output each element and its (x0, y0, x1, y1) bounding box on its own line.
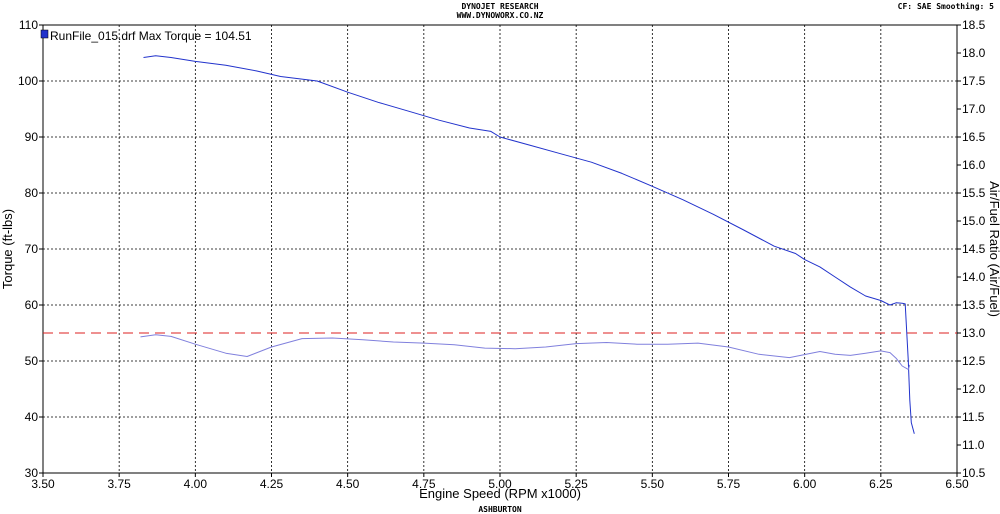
series-layer (140, 55, 915, 434)
x-tick-label: 6.00 (793, 477, 817, 491)
y-tick-label: 40 (25, 410, 39, 424)
y2-tick-label: 18.0 (962, 46, 986, 60)
y2-axis-title: Air/Fuel Ratio (Air/Fuel) (987, 181, 1000, 317)
x-tick-label: 5.75 (717, 477, 741, 491)
y2-tick-label: 14.5 (962, 242, 986, 256)
y2-tick-label: 16.5 (962, 130, 986, 144)
y-tick-label: 110 (19, 18, 38, 32)
x-tick-label: 3.75 (107, 477, 131, 491)
y2-tick-label: 13.0 (962, 326, 986, 340)
y-tick-labels: 30 40 50 60 70 80 90 100 110 (18, 18, 43, 480)
y2-tick-label: 11.5 (962, 410, 985, 424)
x-tick-label: 6.50 (945, 477, 969, 491)
y-tick-label: 60 (25, 298, 39, 312)
x-tick-label: 4.50 (336, 477, 360, 491)
x-tick-labels: 3.50 3.75 4.00 4.25 4.50 4.75 5.00 5.25 5.50 5.75… (31, 473, 969, 491)
y2-tick-label: 18.5 (962, 18, 986, 32)
y2-tick-label: 15.5 (962, 186, 986, 200)
y-tick-label: 90 (25, 130, 39, 144)
y-tick-label: 80 (25, 186, 39, 200)
footer-location: ASHBURTON (478, 505, 522, 514)
x-tick-label: 5.50 (641, 477, 665, 491)
y-tick-label: 50 (25, 354, 39, 368)
x-tick-label: 4.25 (260, 477, 284, 491)
grid (43, 25, 957, 473)
y-axis-title: Torque (ft-lbs) (0, 209, 15, 289)
y2-tick-labels: 10.5 11.0 11.5 12.0 12.5 13.0 13.5 14.0 14.5 15.0… (957, 18, 986, 480)
torque-series-line (143, 55, 915, 434)
afr-series-line (140, 334, 911, 370)
legend-label: RunFile_015.drf Max Torque = 104.51 (50, 29, 252, 43)
x-tick-label: 3.50 (31, 477, 55, 491)
y2-tick-label: 16.0 (962, 158, 986, 172)
legend-swatch (40, 29, 49, 39)
y2-tick-label: 17.0 (962, 102, 986, 116)
x-tick-label: 6.25 (869, 477, 893, 491)
x-tick-label: 5.25 (564, 477, 588, 491)
y2-tick-label: 10.5 (962, 466, 986, 480)
y2-tick-label: 12.0 (962, 382, 986, 396)
legend: RunFile_015.drf Max Torque = 104.51 (40, 29, 252, 43)
x-tick-label: 4.75 (412, 477, 436, 491)
y2-tick-label: 12.5 (962, 354, 986, 368)
header-title: DYNOJET RESEARCH (461, 2, 538, 11)
header-website: WWW.DYNOWORX.CO.NZ (457, 11, 544, 20)
y2-tick-label: 15.0 (962, 214, 986, 228)
x-tick-label: 4.00 (184, 477, 208, 491)
x-tick-label: 5.00 (488, 477, 512, 491)
y2-tick-label: 11.0 (962, 438, 985, 452)
y-tick-label: 100 (18, 74, 38, 88)
y2-tick-label: 17.5 (962, 74, 986, 88)
y2-tick-label: 14.0 (962, 270, 986, 284)
x-axis-title: Engine Speed (RPM x1000) (419, 486, 581, 501)
y-tick-label: 70 (25, 242, 39, 256)
y-tick-label: 30 (25, 466, 39, 480)
header-correction-info: CF: SAE Smoothing: 5 (898, 1, 995, 11)
y2-tick-label: 13.5 (962, 298, 986, 312)
